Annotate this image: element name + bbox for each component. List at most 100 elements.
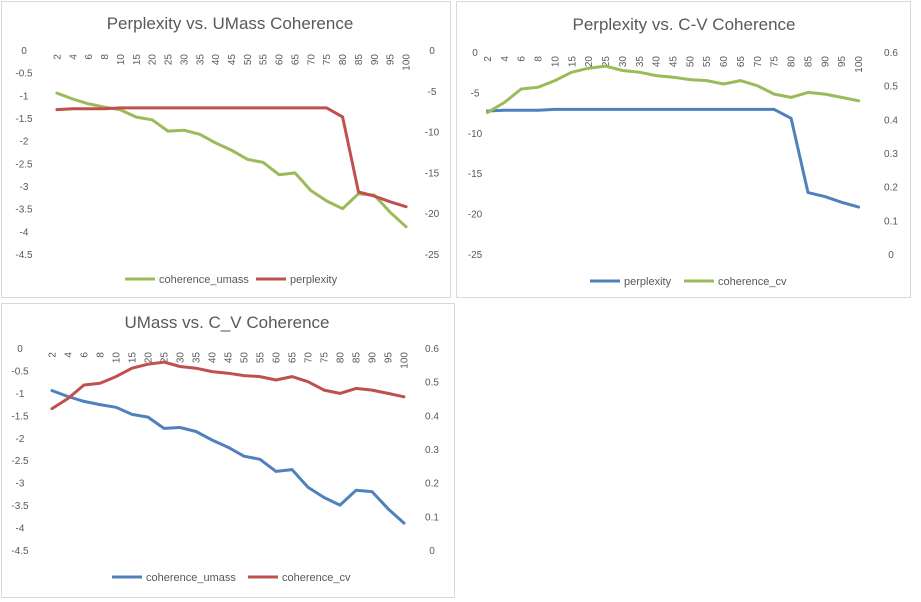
x-tick-label: 50 xyxy=(685,56,696,68)
y-left-tick-label: -4 xyxy=(20,227,29,238)
y-right-tick-label: 0.5 xyxy=(884,82,898,93)
y-left-tick-label: -25 xyxy=(468,250,483,261)
x-tick-label: 10 xyxy=(116,54,127,66)
y-right-tick-label: 0.4 xyxy=(884,115,898,126)
chart-title: UMass vs. C_V Coherence xyxy=(124,313,329,332)
chart-title: Perplexity vs. UMass Coherence xyxy=(107,14,354,33)
y-right-tick-label: 0.3 xyxy=(884,149,898,160)
x-tick-label: 90 xyxy=(820,56,831,68)
x-tick-label: 25 xyxy=(164,54,175,66)
x-tick-label: 70 xyxy=(306,54,317,66)
x-tick-label: 80 xyxy=(338,54,349,66)
x-tick-label: 8 xyxy=(100,54,111,60)
x-tick-label: 30 xyxy=(618,56,629,68)
y-left-tick-label: -15 xyxy=(468,169,483,180)
y-left-tick-label: -3.5 xyxy=(15,205,33,216)
x-tick-label: 80 xyxy=(787,56,798,68)
chart-panel-umass-cv: UMass vs. C_V Coherence 0 -0.5 -1 -1.5 -2 -2.5… xyxy=(1,303,455,598)
series-line-coherence-cv xyxy=(50,360,406,411)
x-tick-label: 80 xyxy=(336,352,347,364)
y-left-tick-label: -1 xyxy=(16,389,25,400)
x-tick-label: 30 xyxy=(176,352,187,364)
x-tick-label: 85 xyxy=(352,352,363,364)
x-tick-label: 20 xyxy=(148,54,159,66)
x-tick-label: 4 xyxy=(68,54,79,60)
chart-svg-2: Perplexity vs. C-V Coherence 0 -5 -10 -15 -20… xyxy=(468,15,899,288)
y-right-tick-label: 0.1 xyxy=(884,216,898,227)
x-tick-label: 60 xyxy=(272,352,283,364)
y-right-tick-label: 0 xyxy=(429,46,435,57)
x-tick-label: 10 xyxy=(112,352,123,364)
x-tick-label: 4 xyxy=(64,352,75,358)
y-right-tick-label: -10 xyxy=(425,128,440,139)
y-left-tick-label: -0.5 xyxy=(15,69,33,80)
x-tick-label: 6 xyxy=(517,56,528,62)
y-right-tick-label: 0 xyxy=(429,546,435,557)
y-right-tick-label: -25 xyxy=(425,250,440,261)
y-left-tick-label: -2.5 xyxy=(15,159,33,170)
y-left-tick-label: -10 xyxy=(468,129,483,140)
legend-label: coherence_cv xyxy=(282,572,351,584)
x-tick-label: 25 xyxy=(601,56,612,68)
y-right-tick-label: 0.1 xyxy=(425,512,439,523)
y-left-tick-label: -3 xyxy=(16,479,25,490)
x-tick-label: 15 xyxy=(128,352,139,364)
x-tick-label: 95 xyxy=(837,56,848,68)
y-right-tick-label: -15 xyxy=(425,168,440,179)
x-tick-label: 2 xyxy=(52,54,63,60)
y-right-tick-label: 0.4 xyxy=(425,411,439,422)
y-left-tick-label: -3.5 xyxy=(11,501,29,512)
series-line-coherence-umass xyxy=(55,91,408,229)
x-tick-label: 30 xyxy=(179,54,190,66)
x-tick-label: 15 xyxy=(567,56,578,68)
y-right-tick-label: 0.2 xyxy=(425,479,439,490)
y-right-tick-label: 0.6 xyxy=(425,344,439,355)
y-left-tick-label: -4 xyxy=(16,524,25,535)
legend-label: coherence_cv xyxy=(718,276,787,288)
series-line-perplexity xyxy=(55,106,408,209)
y-left-tick-label: 0 xyxy=(472,48,478,59)
chart-title: Perplexity vs. C-V Coherence xyxy=(573,15,796,34)
y-left-tick-label: 0 xyxy=(21,46,27,57)
x-tick-label: 60 xyxy=(275,54,286,66)
y-left-tick-label: -2.5 xyxy=(11,456,29,467)
x-tick-label: 2 xyxy=(483,56,494,62)
series-line-perplexity xyxy=(485,107,861,209)
chart-panel-perplexity-cv: Perplexity vs. C-V Coherence 0 -5 -10 -15 -20… xyxy=(456,1,911,298)
legend-label: perplexity xyxy=(290,274,338,286)
x-tick-label: 2 xyxy=(48,352,59,358)
y-right-tick-label: 0.3 xyxy=(425,445,439,456)
x-tick-label: 60 xyxy=(719,56,730,68)
x-tick-label: 10 xyxy=(550,56,561,68)
y-left-tick-label: 0 xyxy=(17,344,23,355)
y-right-tick-label: 0.6 xyxy=(884,48,898,59)
y-left-tick-label: -3 xyxy=(20,182,29,193)
x-tick-label: 95 xyxy=(384,352,395,364)
x-tick-label: 65 xyxy=(736,56,747,68)
x-tick-label: 25 xyxy=(160,352,171,364)
y-right-tick-label: 0.5 xyxy=(425,378,439,389)
series-line-coherence-cv xyxy=(485,64,861,115)
x-tick-label: 35 xyxy=(635,56,646,68)
x-tick-label: 90 xyxy=(370,54,381,66)
x-tick-label: 65 xyxy=(288,352,299,364)
y-left-tick-label: -4.5 xyxy=(15,250,33,261)
x-tick-label: 75 xyxy=(322,54,333,66)
y-left-tick-label: -5 xyxy=(471,88,480,99)
x-tick-label: 75 xyxy=(770,56,781,68)
y-right-tick-label: -20 xyxy=(425,209,440,220)
x-tick-label: 6 xyxy=(80,352,91,358)
x-tick-label: 55 xyxy=(259,54,270,66)
x-tick-label: 100 xyxy=(402,54,413,71)
chart-svg-3: UMass vs. C_V Coherence 0 -0.5 -1 -1.5 -2 -2.5… xyxy=(11,313,439,584)
y-right-tick-label: 0.2 xyxy=(884,183,898,194)
x-tick-label: 8 xyxy=(534,56,545,62)
y-right-tick-label: -5 xyxy=(428,87,437,98)
x-tick-label: 45 xyxy=(224,352,235,364)
x-tick-label: 40 xyxy=(652,56,663,68)
x-tick-label: 70 xyxy=(753,56,764,68)
x-tick-label: 100 xyxy=(854,56,865,73)
x-tick-label: 55 xyxy=(702,56,713,68)
x-tick-label: 55 xyxy=(256,352,267,364)
x-tick-label: 75 xyxy=(320,352,331,364)
